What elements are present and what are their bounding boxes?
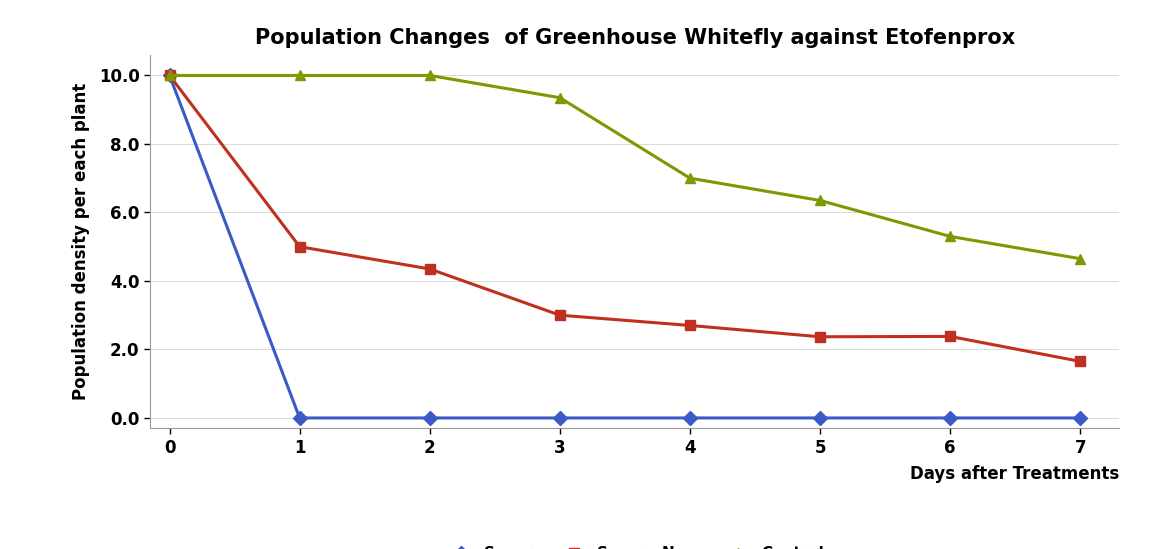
Severo bbox=[943, 414, 957, 421]
X-axis label: Days after Treatments: Days after Treatments bbox=[911, 465, 1119, 483]
Line: Severo: Severo bbox=[165, 71, 1085, 423]
Severo bbox=[683, 414, 697, 421]
Severo bbox=[814, 414, 827, 421]
Legend: Severo, Severo-Nano, Control: Severo, Severo-Nano, Control bbox=[440, 540, 830, 549]
Severo-Nano bbox=[163, 72, 177, 79]
Severo-Nano bbox=[1073, 358, 1087, 365]
Control bbox=[293, 72, 307, 79]
Severo-Nano bbox=[814, 333, 827, 340]
Severo bbox=[422, 414, 436, 421]
Severo bbox=[293, 414, 307, 421]
Severo-Nano bbox=[293, 243, 307, 250]
Title: Population Changes  of Greenhouse Whitefly against Etofenprox: Population Changes of Greenhouse Whitefl… bbox=[255, 28, 1014, 48]
Control bbox=[422, 72, 436, 79]
Line: Severo-Nano: Severo-Nano bbox=[165, 71, 1085, 366]
Control bbox=[683, 175, 697, 182]
Line: Control: Control bbox=[165, 71, 1085, 264]
Severo-Nano bbox=[553, 312, 567, 318]
Severo bbox=[1073, 414, 1087, 421]
Severo-Nano bbox=[943, 333, 957, 340]
Severo-Nano bbox=[422, 266, 436, 272]
Severo-Nano bbox=[683, 322, 697, 329]
Control bbox=[163, 72, 177, 79]
Severo bbox=[553, 414, 567, 421]
Control bbox=[1073, 255, 1087, 262]
Control bbox=[814, 197, 827, 204]
Control bbox=[943, 233, 957, 240]
Y-axis label: Population density per each plant: Population density per each plant bbox=[73, 83, 90, 400]
Severo bbox=[163, 72, 177, 79]
Control bbox=[553, 94, 567, 101]
